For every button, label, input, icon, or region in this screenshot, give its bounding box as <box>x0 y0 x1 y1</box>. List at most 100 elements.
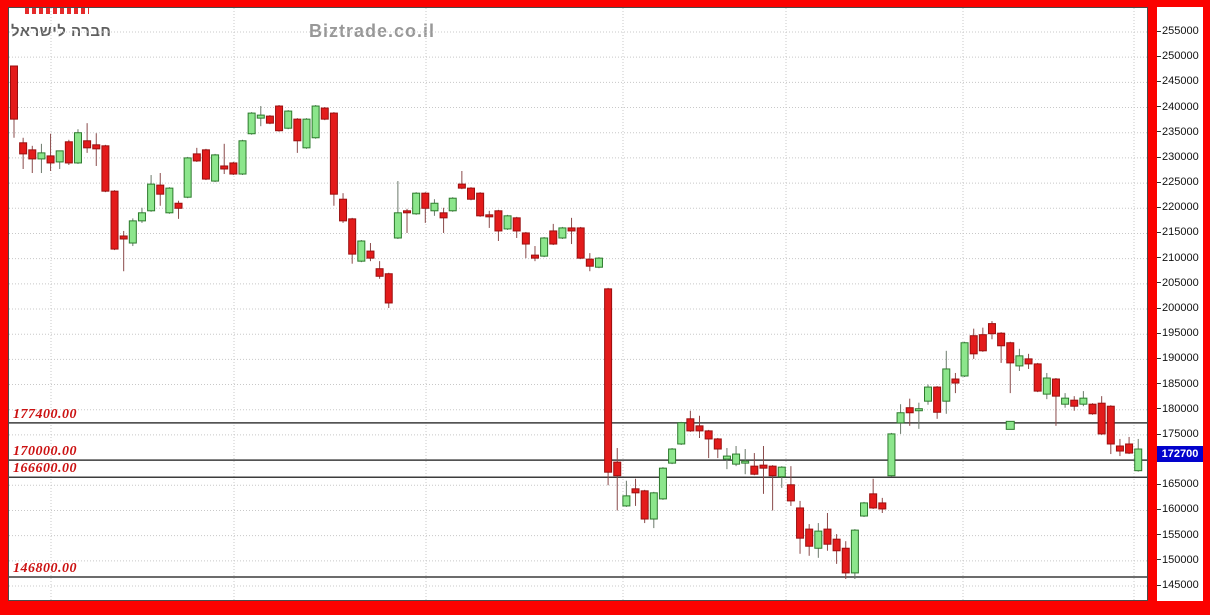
candle-body <box>1033 363 1042 392</box>
candle-body <box>28 149 37 160</box>
candle-body <box>73 132 82 164</box>
candle-body <box>978 334 987 352</box>
candle-body <box>64 141 73 164</box>
candle-body <box>119 235 128 240</box>
tick-mark <box>1157 282 1161 284</box>
candle-body <box>540 237 549 257</box>
candle-body <box>421 192 430 209</box>
tick-mark <box>1157 106 1161 108</box>
candle-body <box>46 155 55 164</box>
frame-right-border <box>1203 0 1210 615</box>
candle-body <box>805 528 814 547</box>
candle-body <box>174 202 183 209</box>
candle-body <box>1006 342 1015 364</box>
candle-body <box>293 118 302 142</box>
candle-body <box>1024 358 1033 365</box>
tick-mark <box>1157 383 1161 385</box>
tick-mark <box>1157 257 1161 259</box>
candle-body <box>933 386 942 413</box>
candle-body <box>878 502 887 510</box>
candle-body <box>695 425 704 432</box>
price-tick-label: 175000 <box>1157 428 1199 441</box>
candle-body <box>631 488 640 494</box>
candle-body <box>275 105 284 132</box>
candle-body <box>759 464 768 469</box>
price-tick-label: 160000 <box>1157 503 1199 516</box>
candle-body <box>320 107 329 120</box>
watermark: Biztrade.co.il <box>309 21 436 41</box>
candle-body <box>896 412 905 424</box>
candle-body <box>375 268 384 277</box>
candle-body <box>512 217 521 232</box>
candle-body <box>19 142 28 155</box>
candle-body <box>969 335 978 355</box>
candle-body <box>942 368 951 402</box>
tick-mark <box>1157 509 1161 511</box>
candle-body <box>960 342 969 377</box>
candle-body <box>467 187 475 200</box>
candle-body <box>521 232 530 245</box>
candle-body <box>329 112 338 195</box>
price-tick-label: 145000 <box>1157 579 1199 592</box>
price-tick-label: 150000 <box>1157 554 1199 567</box>
candle-body <box>860 502 869 517</box>
candle-body <box>101 145 110 192</box>
candle-body <box>110 190 119 250</box>
candle-body <box>796 507 805 539</box>
tick-mark <box>1157 156 1161 158</box>
tick-mark <box>1157 408 1161 410</box>
candle-body <box>10 65 18 120</box>
tick-mark <box>1157 534 1161 536</box>
candle-body <box>247 112 256 135</box>
candle-body <box>786 484 795 502</box>
candle-body <box>83 140 92 149</box>
price-tick-label: 220000 <box>1157 201 1199 214</box>
price-axis[interactable]: 255000 250000 245000 240000 235000 230000 2250… <box>1157 7 1203 601</box>
candle-body <box>403 210 412 214</box>
candle-body <box>165 187 174 214</box>
level-price-label: 177400.00 <box>13 406 77 422</box>
candle-body <box>311 105 320 139</box>
tick-mark <box>1157 131 1161 133</box>
tick-mark <box>1157 80 1161 82</box>
candle-body <box>668 448 677 464</box>
candle-body <box>366 250 375 259</box>
tick-mark <box>1157 30 1161 32</box>
candle-body <box>1115 445 1124 452</box>
price-tick-label: 255000 <box>1157 25 1199 38</box>
candle-body <box>732 453 741 465</box>
candle-body <box>265 115 274 124</box>
candle-body <box>92 144 101 150</box>
candlestick-chart <box>9 8 1147 600</box>
price-tick-label: 230000 <box>1157 151 1199 164</box>
candle-body <box>750 465 759 475</box>
candle-body <box>530 254 539 259</box>
candle-body <box>393 212 402 239</box>
candle-body <box>339 198 348 222</box>
tick-mark <box>1157 307 1161 309</box>
candle-body <box>768 465 777 477</box>
price-tick-label: 225000 <box>1157 176 1199 189</box>
tick-mark <box>1157 206 1161 208</box>
candle-body <box>1106 405 1115 445</box>
plot-area[interactable]: חברה לישראל Biztrade.co.il 177400.00 1700… <box>8 7 1148 601</box>
candle-body <box>220 165 229 170</box>
candle-body <box>485 214 494 218</box>
candle-body <box>284 110 293 129</box>
candle-body <box>997 332 1006 347</box>
candle-body <box>905 407 914 414</box>
candle-body <box>147 183 156 212</box>
candle-body <box>238 140 247 175</box>
candle-body <box>558 227 567 239</box>
price-tick-label: 195000 <box>1157 327 1199 340</box>
candle-body <box>594 257 603 268</box>
candle-body <box>585 258 594 267</box>
tick-mark <box>1157 433 1161 435</box>
candle-body <box>823 528 832 545</box>
candle-body <box>951 378 960 384</box>
price-tick-label: 205000 <box>1157 277 1199 290</box>
candle-body <box>384 273 393 304</box>
candle-body <box>987 323 996 335</box>
candle-body <box>183 157 192 198</box>
tick-mark <box>1157 483 1161 485</box>
